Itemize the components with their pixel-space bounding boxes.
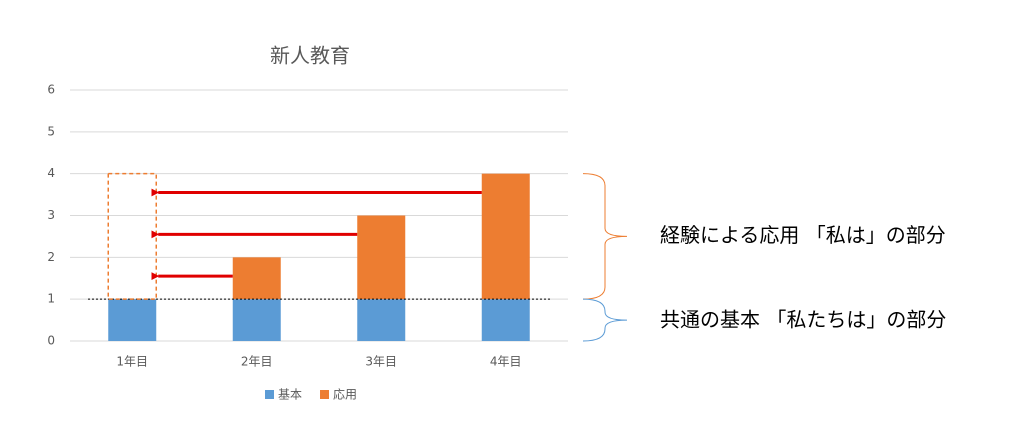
x-tick-label: 1年目 [116,355,148,369]
bar-segment [357,299,406,341]
bar-segment [232,257,281,300]
y-tick-label: 4 [47,166,55,180]
bar-segment [357,215,406,300]
legend-swatch [265,390,274,399]
bracket [582,173,628,300]
y-tick-label: 5 [47,124,55,138]
annotation: 経験による応用 「私は」の部分 [660,223,946,247]
legend-label: 基本 [278,388,302,402]
legend-label: 応用 [333,388,357,402]
dashed-box [107,172,157,300]
x-tick-label: 3年目 [365,355,397,369]
y-tick-label: 0 [47,334,55,348]
bar-segment [108,299,157,341]
annotation: 共通の基本 「私たちは」の部分 [660,308,946,332]
y-tick-label: 6 [47,83,55,97]
bracket [582,298,628,342]
legend-swatch [320,390,330,399]
y-tick-label: 2 [47,250,55,264]
chart-title: 新人教育 [270,44,350,68]
x-tick-label: 2年目 [241,355,273,369]
x-tick-label: 4年目 [490,355,522,369]
y-tick-label: 3 [47,208,55,222]
bar-segment [481,299,530,341]
bar-segment [232,299,281,341]
bar-segment [481,173,530,300]
y-tick-label: 1 [47,292,55,306]
